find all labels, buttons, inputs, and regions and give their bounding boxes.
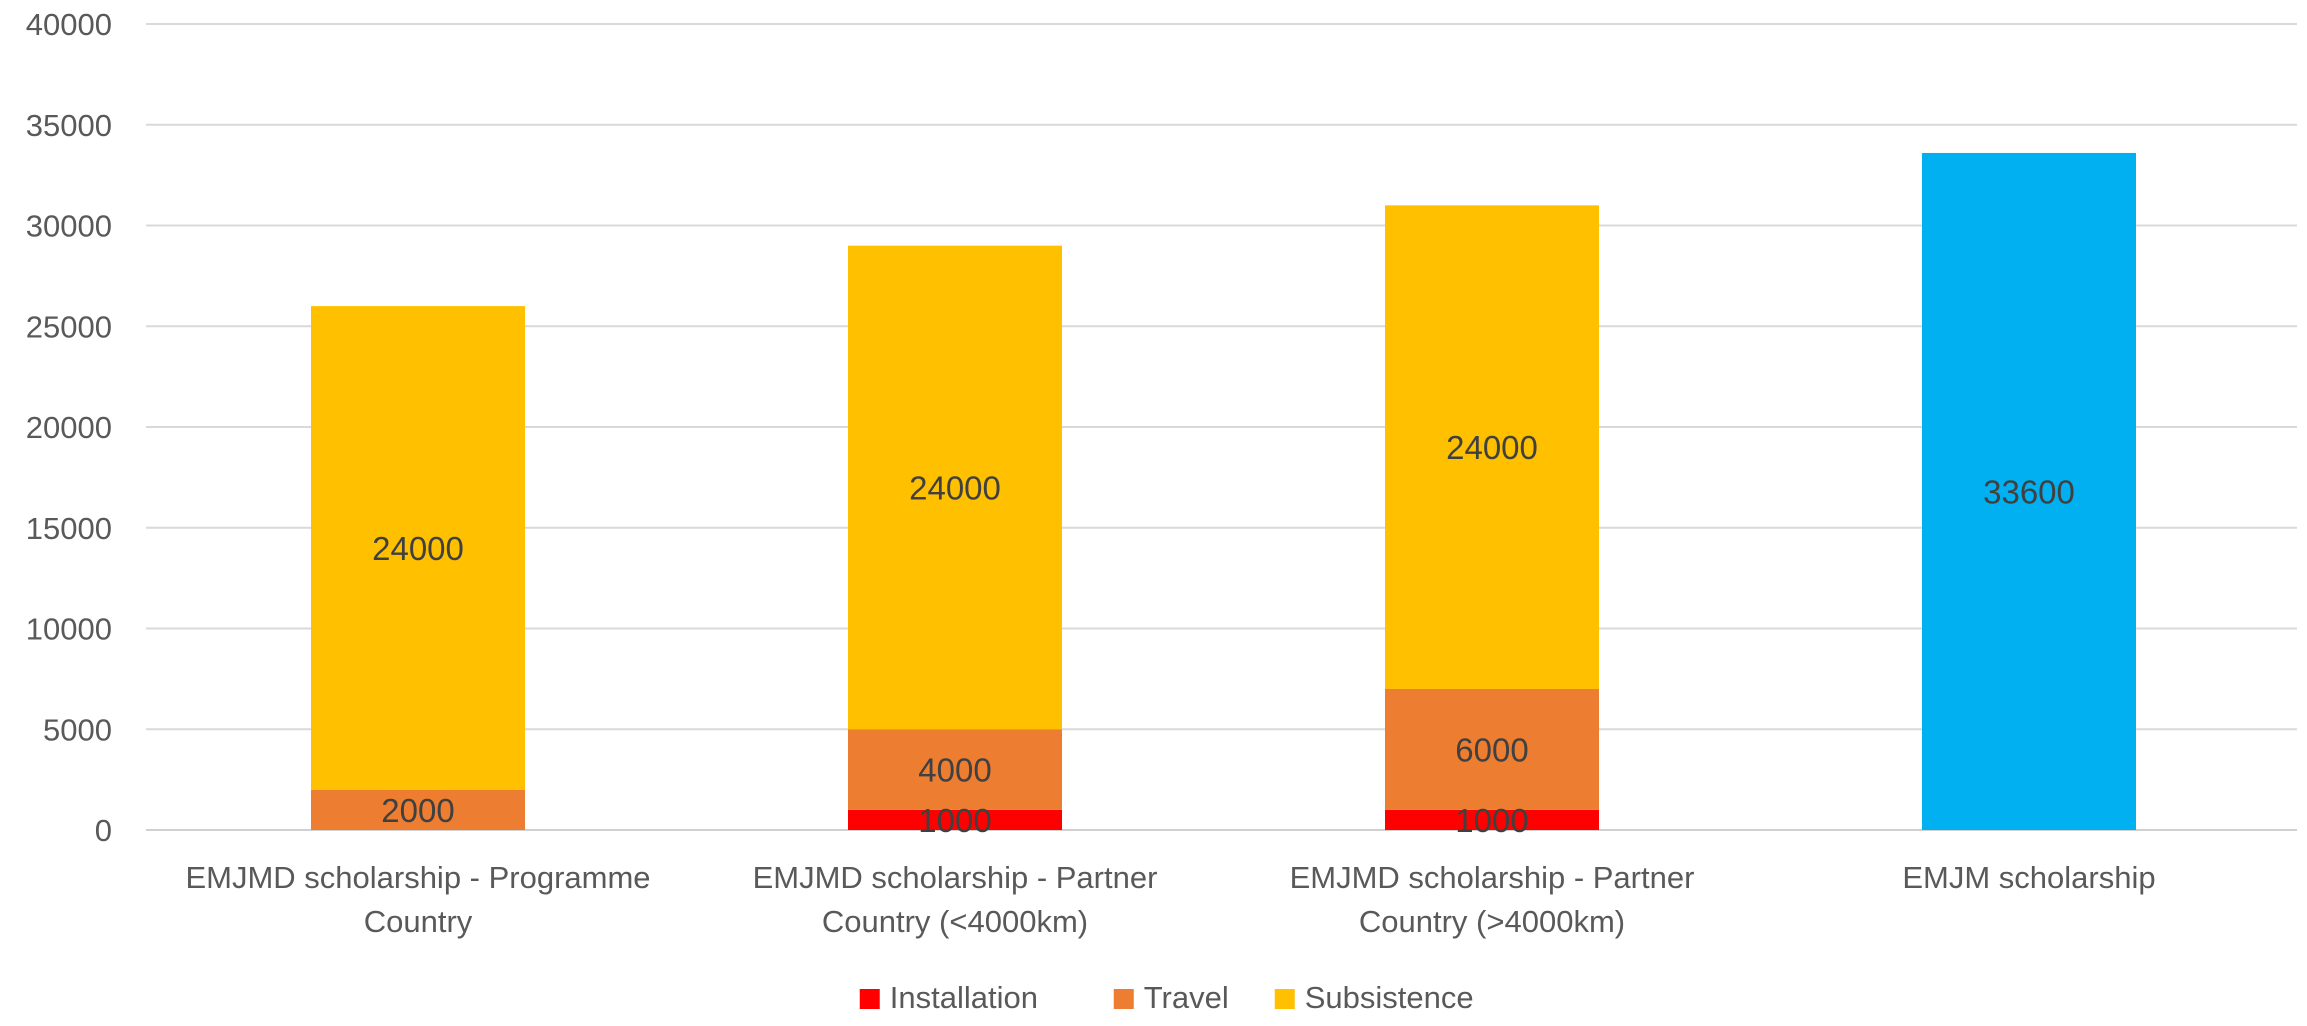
x-category-label: EMJMD scholarship - Partner Country (>400… — [1290, 860, 1695, 939]
legend: Installation Travel Subsistence — [859, 980, 1474, 1015]
bar-segment — [848, 729, 1062, 810]
y-tick-label: 10000 — [26, 612, 112, 647]
data-label: 24000 — [909, 469, 1001, 506]
bars — [311, 152, 2136, 830]
x-category-label-line: EMJMD scholarship - Partner — [1290, 860, 1695, 895]
x-category-label-line: Country — [364, 904, 473, 939]
x-category-label-line: EMJM scholarship — [1902, 860, 2155, 895]
bar-segment — [311, 789, 525, 830]
bar-segment — [848, 245, 1062, 730]
y-tick-label: 20000 — [26, 410, 112, 445]
data-label: 1000 — [918, 802, 991, 839]
bar-segment — [1385, 809, 1599, 830]
y-tick-label: 0 — [95, 813, 112, 848]
x-category-label: EMJMD scholarship - Partner Country (<400… — [753, 860, 1158, 939]
data-label: 6000 — [1455, 731, 1528, 768]
data-labels: 2000 24000 1000 4000 24000 1000 6000 24000 33600 — [372, 429, 2075, 839]
data-label: 24000 — [1446, 429, 1538, 466]
bar-segment — [1385, 205, 1599, 689]
legend-label: Installation — [890, 980, 1038, 1015]
bar-segment — [311, 306, 525, 790]
y-tick-label: 40000 — [26, 7, 112, 42]
x-category-label-line: Country (<4000km) — [822, 904, 1088, 939]
y-tick-label: 15000 — [26, 511, 112, 546]
y-tick-label: 25000 — [26, 309, 112, 344]
legend-swatch — [1274, 989, 1295, 1009]
legend-swatch — [859, 989, 880, 1009]
x-category-label: EMJMD scholarship - Programme Country — [185, 860, 650, 939]
x-category-label-line: Country (>4000km) — [1359, 904, 1625, 939]
x-axis: EMJMD scholarship - Programme CountryEMJM… — [185, 860, 2155, 939]
y-tick-label: 30000 — [26, 209, 112, 244]
x-category-label-line: EMJMD scholarship - Partner — [753, 860, 1158, 895]
x-category-label: EMJM scholarship — [1902, 860, 2155, 895]
y-tick-label: 5000 — [43, 712, 112, 747]
legend-swatch — [1113, 989, 1134, 1009]
data-label: 4000 — [918, 752, 991, 789]
bar-segment — [1385, 688, 1599, 810]
legend-label: Travel — [1144, 980, 1229, 1015]
legend-label: Subsistence — [1305, 980, 1474, 1015]
data-label: 33600 — [1983, 473, 2075, 510]
data-label: 2000 — [381, 792, 454, 829]
data-label: 24000 — [372, 530, 464, 567]
bar-segment — [848, 809, 1062, 830]
bar-segment — [1922, 152, 2136, 830]
y-axis: 0 5000 10000 15000 20000 25000 30000 35000 40000 — [26, 7, 112, 848]
data-label: 1000 — [1455, 802, 1528, 839]
x-category-label-line: EMJMD scholarship - Programme — [185, 860, 650, 895]
y-tick-label: 35000 — [26, 108, 112, 143]
